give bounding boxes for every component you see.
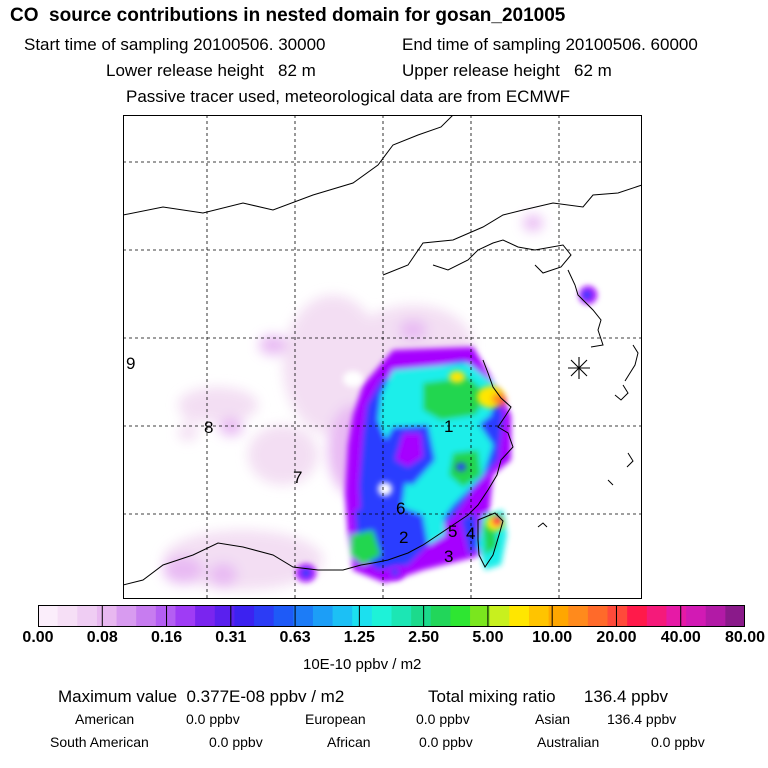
total-mixing-ratio: Total mixing ratio 136.4 ppbv [428, 687, 669, 706]
african-label: African [327, 734, 371, 750]
colorbar-tick-label: 0.16 [150, 629, 183, 646]
colorbar-cell [607, 605, 628, 627]
region-label-9: 9 [126, 354, 135, 373]
colorbar-cell [430, 605, 452, 627]
colorbar-tick-label: 0.31 [215, 629, 247, 646]
colorbar-tick-label: 80.00 [724, 629, 766, 646]
colorbar-tick-label: 2.50 [408, 629, 440, 646]
colorbar-cell [332, 605, 353, 627]
region-label-1: 1 [444, 417, 453, 436]
colorbar-cell [587, 605, 609, 627]
colorbar-unit: 10E-10 ppbv / m2 [303, 656, 422, 673]
african-value: 0.0 ppbv [419, 734, 473, 750]
colorbar-cell [155, 605, 177, 627]
colorbar-cell [646, 605, 668, 627]
receptor-asterisk-icon [568, 357, 590, 379]
south-american-value: 0.0 ppbv [209, 734, 263, 750]
colorbar [38, 605, 745, 627]
colorbar-cell [254, 605, 275, 627]
colorbar-cell [136, 605, 157, 627]
main-plume [345, 347, 511, 583]
start-time: Start time of sampling 20100506. 30000 [24, 35, 326, 54]
colorbar-tick-label: 5.00 [472, 629, 504, 646]
colorbar-cell [234, 605, 255, 627]
colorbar-tick-label: 0.08 [86, 629, 118, 646]
region-label-8: 8 [204, 418, 213, 437]
colorbar-cell [470, 605, 491, 627]
upper-release-height: Upper release height 62 m [402, 61, 612, 80]
colorbar-cell [352, 605, 373, 627]
colorbar-cell [195, 605, 216, 627]
american-label: American [75, 711, 135, 727]
south-american-label: South American [50, 734, 149, 750]
region-label-5: 5 [448, 522, 457, 541]
colorbar-cell [312, 605, 334, 627]
colorbar-cell [725, 605, 745, 627]
asian-label: Asian [535, 711, 571, 727]
colorbar-cell [568, 605, 589, 627]
colorbar-cell [666, 605, 687, 627]
colorbar-tick-label: 0.63 [279, 629, 311, 646]
colorbar-cell [96, 605, 118, 627]
colorbar-cell [175, 605, 196, 627]
european-value: 0.0 ppbv [416, 711, 470, 727]
colorbar-cell [273, 605, 294, 627]
max-value: Maximum value 0.377E-08 ppbv / m2 [58, 687, 345, 706]
map-frame [123, 115, 642, 599]
region-label-2: 2 [399, 528, 408, 547]
colorbar-cell [77, 605, 98, 627]
colorbar-cell [214, 605, 235, 627]
colorbar-cell [627, 605, 648, 627]
colorbar-cell [686, 605, 707, 627]
colorbar-cell [371, 605, 393, 627]
asian-value: 136.4 ppbv [607, 711, 677, 727]
colorbar-cell [548, 605, 569, 627]
american-value: 0.0 ppbv [186, 711, 240, 727]
colorbar-cell [450, 605, 471, 627]
colorbar-tick-label: 1.25 [343, 629, 375, 646]
colorbar-cell [411, 605, 432, 627]
region-label-3: 3 [444, 547, 453, 566]
australian-label: Australian [537, 734, 600, 750]
colorbar-cell [116, 605, 137, 627]
region-label-6: 6 [396, 499, 405, 518]
colorbar-cell [57, 605, 78, 627]
colorbar-cell [293, 605, 314, 627]
colorbar-cell [509, 605, 530, 627]
colorbar-tick-label: 10.00 [532, 629, 573, 646]
hotspots [296, 286, 597, 582]
concentration-map: 1 2 3 4 5 6 7 8 9 [123, 115, 642, 599]
end-time: End time of sampling 20100506. 60000 [402, 35, 698, 54]
coastlines [123, 115, 642, 586]
european-label: European [305, 711, 366, 727]
colorbar-cell [489, 605, 510, 627]
colorbar-tick-label: 0.00 [22, 629, 54, 646]
colorbar-tick-label: 40.00 [660, 629, 701, 646]
lower-release-height: Lower release height 82 m [106, 61, 316, 80]
region-label-7: 7 [293, 468, 302, 487]
tracer-note: Passive tracer used, meteorological data… [126, 87, 571, 106]
colorbar-cell [38, 605, 59, 627]
colorbar-cell [705, 605, 726, 627]
colorbar-tick-label: 20.00 [596, 629, 637, 646]
australian-value: 0.0 ppbv [651, 734, 705, 750]
region-label-4: 4 [466, 524, 475, 543]
colorbar-cell [528, 605, 550, 627]
figure-title: CO source contributions in nested domain… [10, 5, 566, 26]
lat-lon-grid [123, 115, 642, 599]
colorbar-cell [391, 605, 412, 627]
